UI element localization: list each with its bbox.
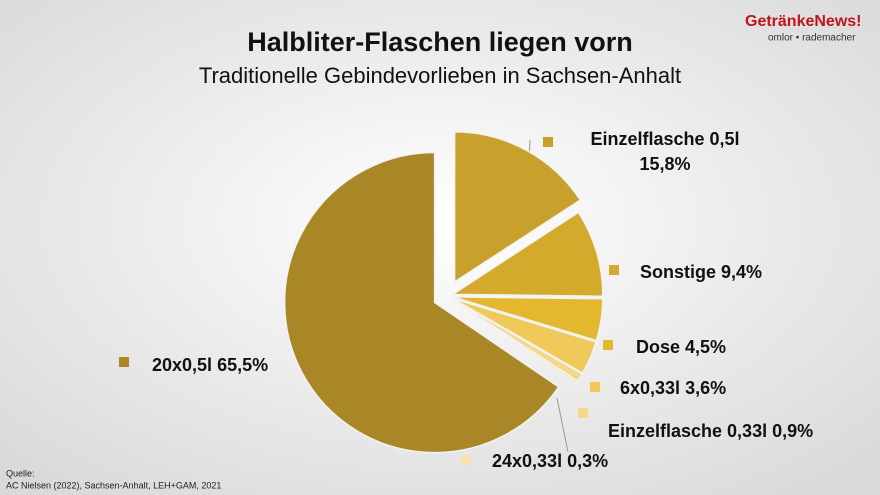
chart-subtitle: Traditionelle Gebindevorlieben in Sachse… xyxy=(199,63,681,88)
source-heading: Quelle: xyxy=(6,468,35,478)
label-name: Einzelflasche 0,33l xyxy=(608,421,767,441)
labels: Einzelflasche 0,5l 15,8% Sonstige 9,4% Dose 4… xyxy=(119,129,813,471)
pie-slice xyxy=(451,298,579,385)
value-label: 65,5% xyxy=(217,355,268,375)
pie-slice xyxy=(452,297,597,375)
value-label: 0,9% xyxy=(772,421,813,441)
value-label: 0,3% xyxy=(567,451,608,471)
label-name: 20x0,5l xyxy=(152,355,212,375)
legend-marker xyxy=(461,455,471,465)
label-name: Dose xyxy=(636,337,680,357)
label: Sonstige 9,4% xyxy=(640,262,762,282)
chart-title: Halbliter-Flaschen liegen vorn xyxy=(247,27,633,57)
legend-marker xyxy=(590,382,600,392)
label: 24x0,33l 0,3% xyxy=(492,451,608,471)
logo-name: GetränkeNews xyxy=(745,13,856,30)
value-label: 15,8% xyxy=(639,154,690,174)
label: Dose 4,5% xyxy=(636,337,726,357)
label: 20x0,5l 65,5% xyxy=(152,355,268,375)
label-name: 24x0,33l xyxy=(492,451,562,471)
label-name: 6x0,33l xyxy=(620,378,680,398)
value-label: 3,6% xyxy=(685,378,726,398)
legend-marker xyxy=(543,137,553,147)
legend-marker xyxy=(578,408,588,418)
label: Einzelflasche 0,33l 0,9% xyxy=(608,421,813,441)
logo-tagline: omlor • rademacher xyxy=(768,33,856,44)
leader-line xyxy=(556,397,569,453)
legend-marker xyxy=(609,265,619,275)
pie-slice xyxy=(453,131,582,284)
pie-slice xyxy=(452,296,604,342)
value-label: 9,4% xyxy=(721,262,762,282)
pie xyxy=(283,131,604,454)
legend-marker xyxy=(119,357,129,367)
legend-marker xyxy=(603,340,613,350)
pie-slice xyxy=(450,211,604,297)
logo-mark: ! xyxy=(856,13,861,30)
logo: GetränkeNews! xyxy=(745,13,862,30)
label-name: Einzelflasche 0,5l xyxy=(590,129,739,149)
source-text: AC Nielsen (2022), Sachsen-Anhalt, LEH+G… xyxy=(6,480,221,490)
pie-slice xyxy=(283,151,560,454)
label-name: Sonstige xyxy=(640,262,716,282)
value-label: 4,5% xyxy=(685,337,726,357)
label: 6x0,33l 3,6% xyxy=(620,378,726,398)
